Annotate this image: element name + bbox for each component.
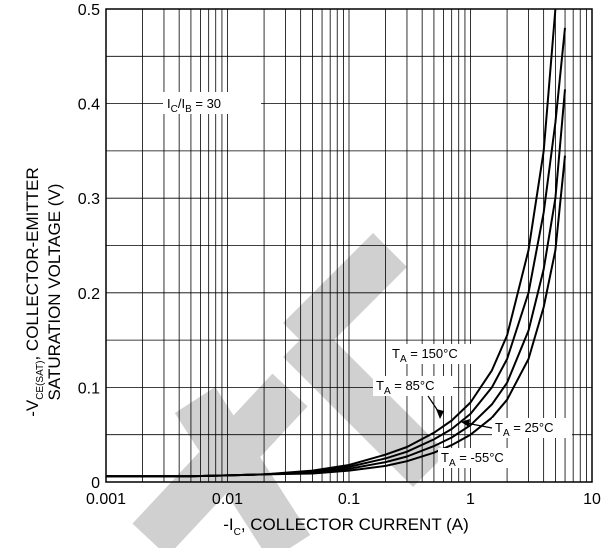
svg-text:TA = 25°C: TA = 25°C [495,420,554,439]
y-axis-title: -VCE(SAT), COLLECTOR-EMITTER SATURATION … [23,167,64,417]
svg-text:TA = 150°C: TA = 150°C [392,346,458,365]
x-axis-title: -IC, COLLECTOR CURRENT (A) [223,515,469,538]
label-85-arrowhead [436,409,444,419]
series-label-25: TA = 25°C [461,418,572,439]
y-tick-label: 0 [91,475,100,492]
x-tick-labels: 0.001 0.01 0.1 1 10 [86,491,601,508]
condition-label: IC/IB = 30 [167,96,221,115]
x-tick-label: 0.1 [338,491,360,508]
y-tick-label: 0.1 [78,380,100,397]
x-tick-label: 10 [583,491,601,508]
condition-a-sub: C [171,104,178,115]
label-minus55-pre: T [441,450,449,465]
y-tick-label: 0.2 [78,286,100,303]
label-150-sub: A [400,354,407,365]
label-25-leader [465,422,493,429]
y-tick-label: 0.3 [78,191,100,208]
label-85-post: = 85°C [391,378,435,393]
series-label-minus55: TA = -55°C [438,448,528,469]
label-minus55-post: = -55°C [456,450,504,465]
label-150-post: = 150°C [407,346,458,361]
series-label-150: TA = 150°C [389,344,477,365]
svg-text:-VCE(SAT), COLLECTOR-EMITTER: -VCE(SAT), COLLECTOR-EMITTER [23,167,46,417]
series-line-0 [106,8,557,478]
grid [106,9,592,482]
label-25-pre: T [495,420,503,435]
label-25-sub: A [503,428,510,439]
svg-text:TA = -55°C: TA = -55°C [441,450,504,469]
x-axis-title-sub: C [234,527,241,538]
y-tick-label: 0.5 [78,2,100,19]
y-axis-title-line2: SATURATION VOLTAGE (V) [45,184,64,401]
y-axis-title-pre: -V [23,399,42,417]
x-axis-title-post: , COLLECTOR CURRENT (A) [241,515,469,534]
condition-label-bg [163,92,261,114]
y-axis-title-sub: CE(SAT) [35,361,46,400]
plot-frame [105,8,593,483]
series-line-3 [106,155,566,478]
y-tick-label: 0.4 [78,97,100,114]
x-tick-label: 0.001 [86,491,126,508]
label-25-arrowhead [461,419,470,427]
condition-a: I [167,96,171,111]
label-85-pre: T [376,378,384,393]
curves [106,8,566,478]
y-tick-labels: 0 0.1 0.2 0.3 0.4 0.5 [78,2,100,492]
label-25-post: = 25°C [510,420,554,435]
condition-b-sub: B [185,104,192,115]
svg-text:TA = 85°C: TA = 85°C [376,378,435,397]
y-axis-title-post: , COLLECTOR-EMITTER [23,167,42,360]
label-85-sub: A [384,386,391,397]
label-minus55-sub: A [449,458,456,469]
condition-rest: = 30 [192,96,221,111]
x-tick-label: 0.01 [212,491,243,508]
watermark [132,233,447,548]
condition-sep: /I [178,96,185,111]
series-label-85: TA = 85°C [373,376,453,419]
x-axis-title-pre: -I [223,515,233,534]
label-150-pre: T [392,346,400,361]
x-tick-label: 1 [466,491,475,508]
